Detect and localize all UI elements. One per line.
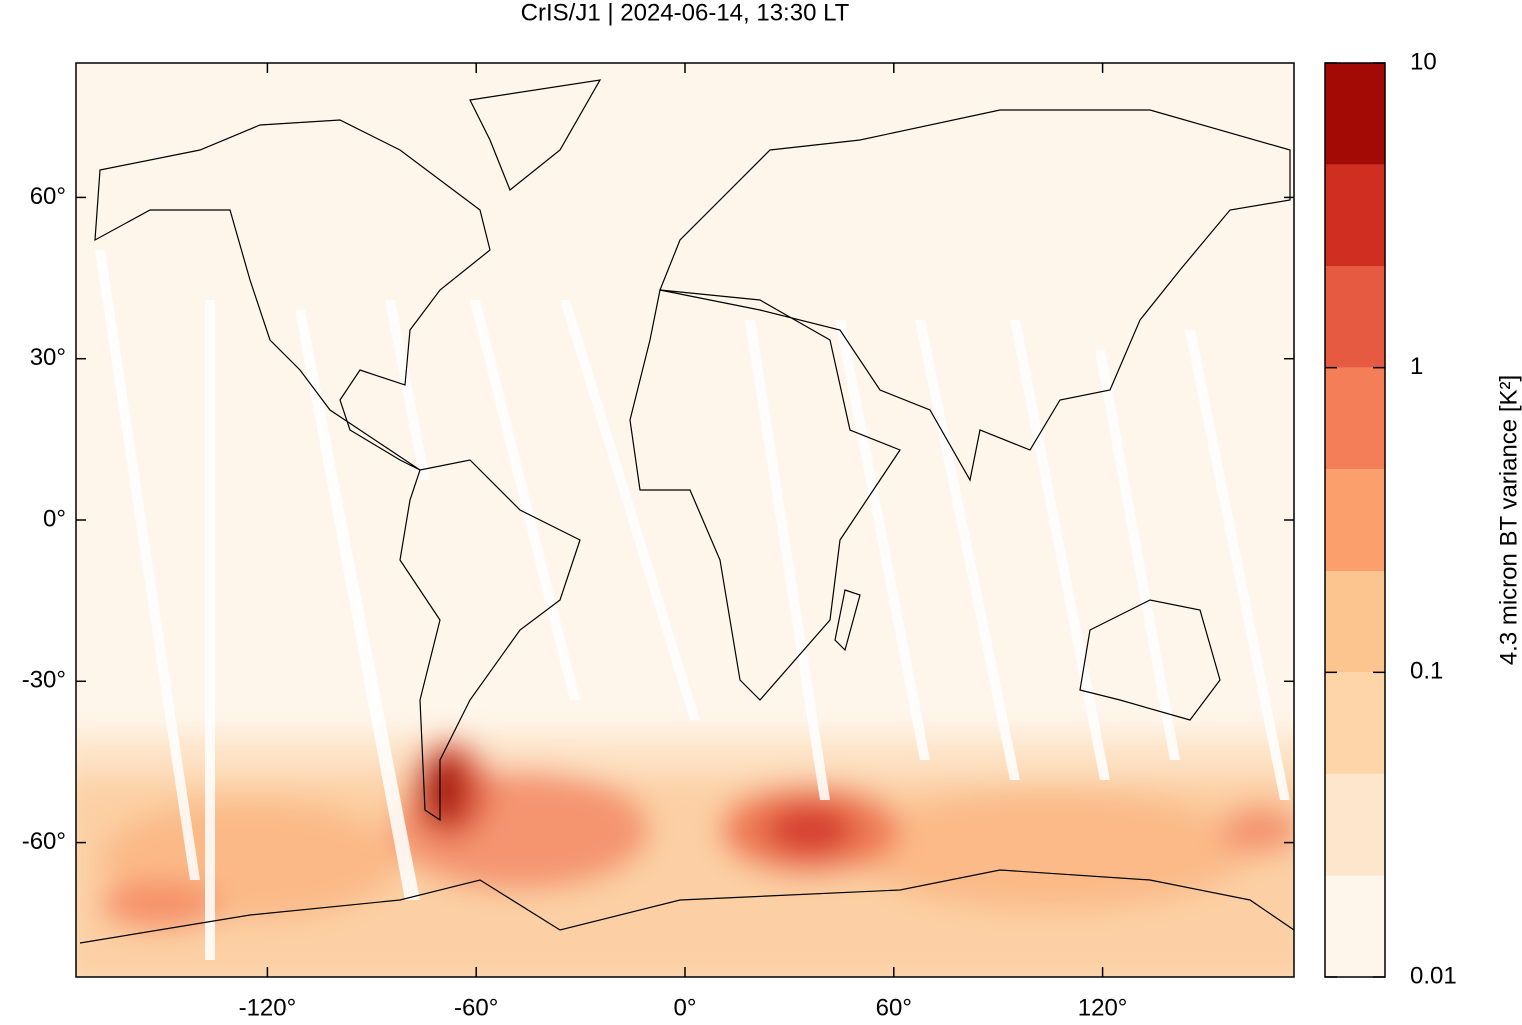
y-tick-label: 60° [30,183,66,210]
colorbar-tick-label: 1 [1410,353,1423,380]
coastlines [79,79,1294,944]
colorbar-tick-label: 0.1 [1410,658,1443,685]
x-tick-label: 60° [876,994,912,1020]
x-tick-label: 0° [674,994,697,1020]
colorbar-band [1325,63,1385,165]
map-field [76,63,1294,977]
y-tick-label: -30° [22,667,66,694]
x-tick-label: -120° [239,994,297,1020]
colorbar-band [1325,266,1385,368]
colorbar-tick-label: 10 [1410,48,1437,75]
y-tick-label: 0° [43,505,66,532]
colorbar-band [1325,672,1385,774]
colorbar-band [1325,469,1385,572]
colorbar-band [1325,571,1385,673]
colorbar-tick-label: 0.01 [1410,962,1457,989]
colorbar-band [1325,875,1385,977]
colorbar-band [1325,773,1385,876]
colorbar-frame [1324,62,1386,978]
swath-gaps [95,250,1290,960]
y-tick-label: -60° [22,828,66,855]
x-tick-label: 120° [1078,994,1128,1020]
colorbar-band [1325,164,1385,267]
x-tick-label: -60° [454,994,498,1020]
variance-field [76,735,1294,977]
colorbar-label: 4.3 micron BT variance [K²] [1495,375,1522,665]
colorbar-band [1325,367,1385,470]
chart-title: CrIS/J1 | 2024-06-14, 13:30 LT [521,0,850,26]
y-tick-label: 30° [30,344,66,371]
